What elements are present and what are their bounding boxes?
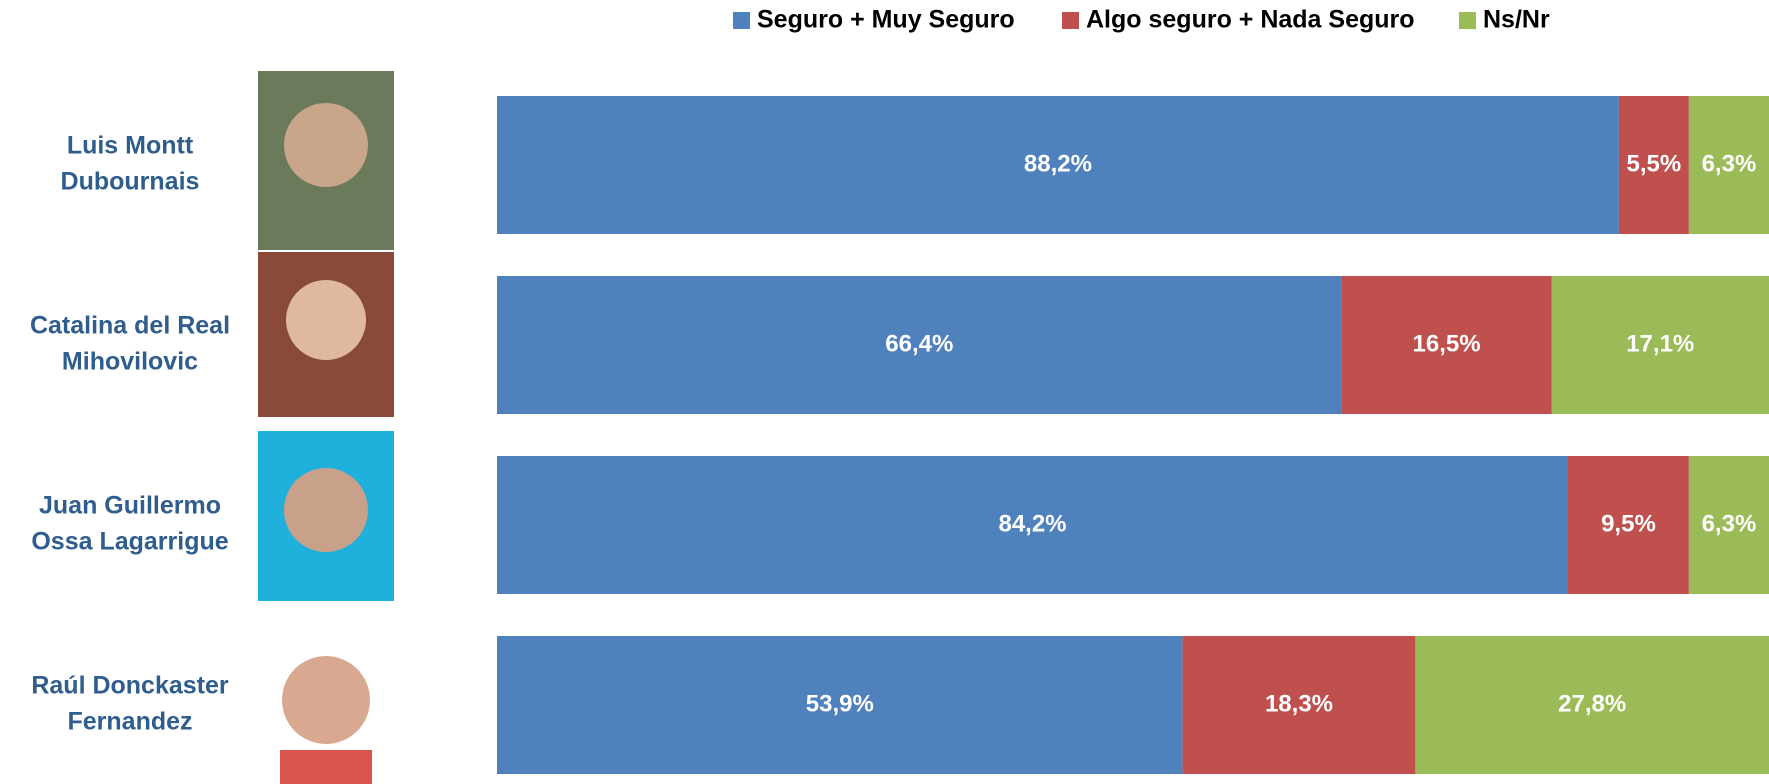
bar-segment <box>1618 96 1689 234</box>
value-label: 6,3% <box>1702 510 1757 537</box>
bar-segment <box>497 96 1619 234</box>
photo-shirt <box>280 750 372 784</box>
value-label: 53,9% <box>806 690 874 717</box>
bar-segment <box>1415 636 1769 774</box>
value-label: 5,5% <box>1627 150 1682 177</box>
category-label: Catalina del Real <box>30 312 230 340</box>
legend-swatch <box>1459 12 1476 29</box>
value-label: 9,5% <box>1601 510 1656 537</box>
legend-label: Seguro + Muy Seguro <box>757 6 1015 34</box>
category-label: Mihovilovic <box>62 348 198 376</box>
value-label: 17,1% <box>1626 330 1694 357</box>
bar-segment <box>1182 636 1416 774</box>
category-label: Ossa Lagarrigue <box>31 528 228 556</box>
bar-segment <box>1568 456 1689 594</box>
category-label: Juan Guillermo <box>39 492 221 520</box>
photo-face <box>284 103 368 187</box>
legend-label: Algo seguro + Nada Seguro <box>1086 6 1415 34</box>
bar-segment <box>1551 276 1769 414</box>
category-label: Luis Montt <box>67 132 194 160</box>
bar-segment <box>497 276 1342 414</box>
photo-face <box>284 468 368 552</box>
value-label: 84,2% <box>998 510 1066 537</box>
photos <box>258 71 394 784</box>
category-label: Dubournais <box>61 168 200 196</box>
value-label: 18,3% <box>1265 690 1333 717</box>
value-label: 66,4% <box>885 330 953 357</box>
bar-segment <box>497 636 1183 774</box>
bar-segment <box>1341 276 1552 414</box>
bar-segment <box>1688 96 1769 234</box>
legend-label: Ns/Nr <box>1483 6 1550 34</box>
value-label: 88,2% <box>1024 150 1092 177</box>
photo-face <box>286 280 366 360</box>
value-label: 27,8% <box>1558 690 1626 717</box>
legend-swatch <box>733 12 750 29</box>
bar-segment <box>497 456 1569 594</box>
value-label: 16,5% <box>1413 330 1481 357</box>
category-label: Fernandez <box>67 708 192 736</box>
legend-swatch <box>1062 12 1079 29</box>
photo-face <box>282 656 370 744</box>
bar-segment <box>1688 456 1769 594</box>
category-label: Raúl Donckaster <box>31 672 229 700</box>
value-label: 6,3% <box>1702 150 1757 177</box>
